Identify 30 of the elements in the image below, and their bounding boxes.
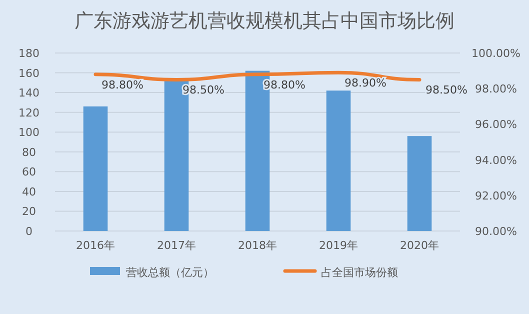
data-label: 98.90% [344, 76, 386, 90]
y2-tick-label: 94.00% [475, 154, 517, 167]
bar [407, 136, 432, 231]
data-label: 98.50% [426, 84, 468, 97]
chart-title: 广东游戏游艺机营收规模机其占中国市场比例 [74, 10, 454, 32]
y-tick-label: 80 [22, 146, 36, 159]
x-tick-label: 2020年 [400, 239, 439, 252]
data-label: 98.80% [102, 78, 144, 92]
y-tick-label: 140 [18, 86, 40, 100]
y-tick-label: 0 [26, 225, 32, 238]
y2-tick-label: 96.00% [475, 118, 517, 132]
bar [326, 90, 351, 231]
x-tick-label: 2017年 [157, 239, 196, 252]
y2-tick-label: 90.00% [475, 225, 517, 238]
x-tick-label: 2019年 [319, 239, 358, 252]
y-tick-label: 100 [18, 126, 40, 140]
y-tick-label: 60 [22, 166, 36, 179]
y-tick-label: 40 [22, 185, 36, 198]
bar [83, 106, 108, 231]
x-tick-label: 2018年 [238, 239, 277, 252]
y2-tick-label: 98.00% [475, 82, 517, 96]
legend-label: 营收总额（亿元） [126, 266, 214, 279]
x-tick-label: 2016年 [76, 239, 115, 252]
y-tick-label: 120 [18, 106, 40, 120]
y-tick-label: 20 [22, 205, 36, 218]
y2-tick-label: 100.00% [472, 47, 520, 60]
y-tick-label: 160 [18, 66, 40, 80]
legend-label: 占全国市场份额 [321, 266, 398, 279]
y-tick-label: 180 [18, 47, 40, 60]
y2-tick-label: 92.00% [475, 189, 517, 202]
